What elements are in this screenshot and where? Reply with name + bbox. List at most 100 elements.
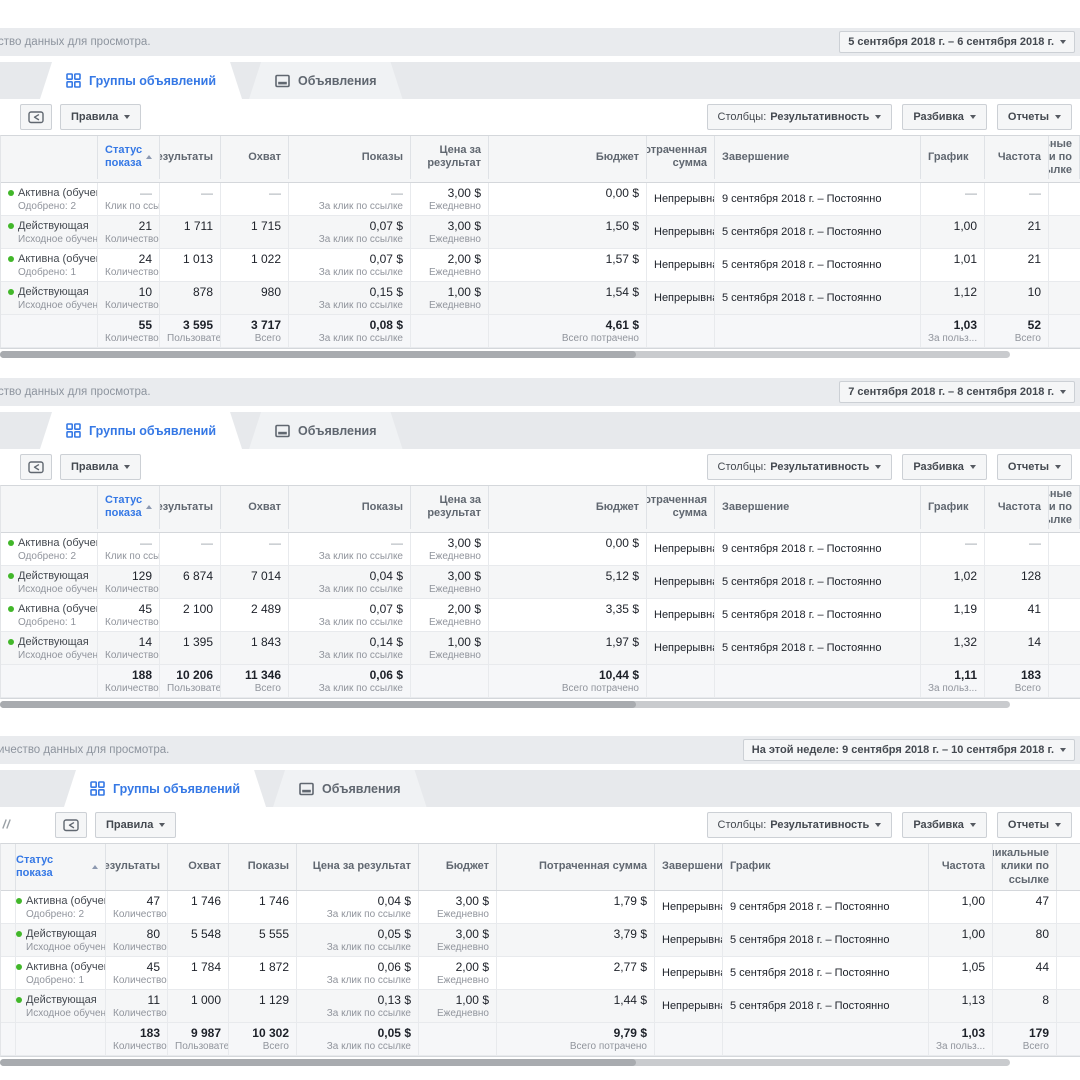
table-header-row: Статус показа Результаты Охват Показы Це… — [1, 136, 1080, 183]
column-header-amount-spent[interactable]: Потраченная сумма — [647, 136, 715, 179]
table-row[interactable]: Активна (обучение) i Одобрено: 2 —Клик п… — [1, 183, 1080, 216]
columns-button[interactable]: Столбцы: Результативность — [706, 812, 893, 838]
column-header-budget[interactable]: Бюджет — [489, 486, 647, 529]
column-header-unique-link-clicks[interactable]: Уникальные клики по ссылке — [1049, 486, 1080, 529]
tab-ad-sets[interactable]: Группы объявлений — [40, 62, 242, 99]
column-header-unique-link-clicks[interactable]: Уникальные клики по ссылке — [993, 844, 1057, 890]
date-range-button[interactable]: 5 сентября 2018 г. – 6 сентября 2018 г. — [839, 31, 1075, 53]
tab-ad-sets[interactable]: Группы объявлений — [64, 770, 266, 807]
column-header-budget[interactable]: Бюджет — [489, 136, 647, 179]
column-header-cost-per-result[interactable]: Цена за результат — [411, 486, 489, 529]
column-header-ends[interactable]: Завершение — [655, 844, 723, 890]
table-row[interactable]: Активна (обучение) i Одобрено: 1 24Колич… — [1, 249, 1080, 282]
rules-button[interactable]: Правила — [95, 812, 177, 838]
scrollbar-thumb[interactable] — [0, 701, 637, 708]
column-header-reach[interactable]: Охват — [221, 136, 289, 179]
cost-per-result-cell: 0,06 $ За клик по ссылке — [289, 665, 411, 697]
tab-ads[interactable]: Объявления — [249, 412, 402, 449]
reach-cell: 1 395 — [160, 632, 221, 664]
column-header-frequency[interactable]: Частота — [985, 486, 1049, 529]
table-row[interactable]: Действующая i Исходное обучение завер 80… — [1, 924, 1080, 957]
column-header-budget[interactable]: Бюджет — [419, 844, 497, 890]
table-row[interactable]: Действующая i Исходное обучение завер 14… — [1, 632, 1080, 665]
column-header-frequency[interactable]: Частота — [985, 136, 1049, 179]
frequency-cell: 1,32 — [921, 632, 985, 664]
unique-link-clicks-cell: — — [985, 183, 1049, 215]
scrollbar-thumb[interactable] — [0, 351, 637, 358]
filler-cell — [1049, 665, 1080, 697]
breakdown-button[interactable]: Разбивка — [902, 104, 987, 130]
select-cell[interactable] — [1, 924, 16, 956]
table-row[interactable]: Действующая i Исходное обучение завер 10… — [1, 282, 1080, 315]
columns-prefix: Столбцы: — [717, 819, 767, 831]
column-header-results[interactable]: Результаты — [160, 486, 221, 529]
column-header-cost-per-result[interactable]: Цена за результат — [411, 136, 489, 179]
quick-edit-button[interactable] — [20, 104, 52, 130]
column-header-reach[interactable]: Охват — [168, 844, 229, 890]
status-sub-label: Исходное обучение завер — [18, 300, 98, 311]
status-sub-label: Исходное обучение завер — [18, 584, 98, 595]
column-header-frequency[interactable]: Частота — [929, 844, 993, 890]
column-header-amount-spent[interactable]: Потраченная сумма — [647, 486, 715, 529]
select-cell[interactable] — [1, 1023, 16, 1055]
cost-per-result-cell: 0,07 $ За клик по ссылке — [289, 249, 411, 281]
columns-button[interactable]: Столбцы: Результативность — [706, 104, 893, 130]
tab-ads[interactable]: Объявления — [273, 770, 426, 807]
date-range-button[interactable]: 7 сентября 2018 г. – 8 сентября 2018 г. — [839, 381, 1075, 403]
column-header-unique-link-clicks[interactable]: Уникальные клики по ссылке — [1049, 136, 1080, 179]
scrollbar-thumb[interactable] — [0, 1059, 637, 1066]
rules-button[interactable]: Правила — [60, 454, 142, 480]
date-range-button[interactable]: На этой неделе: 9 сентября 2018 г. – 10 … — [742, 739, 1075, 761]
info-bar: ство данных для просмотра. 5 сентября 20… — [0, 28, 1080, 56]
column-header-impressions[interactable]: Показы — [289, 136, 411, 179]
status-cell: i — [1, 665, 98, 697]
table-row[interactable]: Действующая i Исходное обучение завер 12… — [1, 566, 1080, 599]
rules-button[interactable]: Правила — [60, 104, 142, 130]
column-header-cost-per-result[interactable]: Цена за результат — [297, 844, 419, 890]
column-header-amount-spent[interactable]: Потраченная сумма — [497, 844, 655, 890]
table-row[interactable]: Активна (обучение) i Одобрено: 1 45Колич… — [1, 957, 1080, 990]
table-row[interactable]: Активна (обучение) i Одобрено: 2 47Колич… — [1, 891, 1080, 924]
unique-link-clicks-cell: 128 — [985, 566, 1049, 598]
reports-button[interactable]: Отчеты — [996, 454, 1072, 480]
quick-edit-button[interactable] — [55, 812, 87, 838]
tab-ads-label: Объявления — [298, 73, 377, 88]
select-cell[interactable] — [1, 990, 16, 1022]
table-row[interactable]: Активна (обучение) i Одобрено: 2 —Клик п… — [1, 533, 1080, 566]
column-header-status[interactable]: Статус показа — [9, 844, 106, 890]
unique-link-clicks-cell: 8 — [993, 990, 1057, 1022]
column-header-ends[interactable]: Завершение — [715, 136, 921, 179]
column-header-results[interactable]: Результаты — [106, 844, 168, 890]
breakdown-button[interactable]: Разбивка — [902, 454, 987, 480]
column-header-schedule[interactable]: График — [921, 486, 985, 529]
column-header-impressions[interactable]: Показы — [289, 486, 411, 529]
reports-button[interactable]: Отчеты — [996, 104, 1072, 130]
column-header-schedule[interactable]: График — [723, 844, 929, 890]
column-header-results[interactable]: Результаты — [160, 136, 221, 179]
tab-ad-sets[interactable]: Группы объявлений — [40, 412, 242, 449]
table-row[interactable]: Действующая i Исходное обучение завер 21… — [1, 216, 1080, 249]
breakdown-button[interactable]: Разбивка — [902, 812, 987, 838]
reports-button[interactable]: Отчеты — [996, 812, 1072, 838]
select-cell[interactable] — [1, 891, 16, 923]
info-bar: ство данных для просмотра. 7 сентября 20… — [0, 378, 1080, 406]
breakdown-label: Разбивка — [913, 461, 964, 473]
column-header-status[interactable]: Статус показа — [98, 136, 160, 179]
column-header-schedule[interactable]: График — [921, 136, 985, 179]
column-header-reach[interactable]: Охват — [221, 486, 289, 529]
tab-ads[interactable]: Объявления — [249, 62, 402, 99]
columns-button[interactable]: Столбцы: Результативность — [706, 454, 893, 480]
status-sub-label: Одобрено: 2 — [18, 201, 77, 212]
column-header-ends[interactable]: Завершение — [715, 486, 921, 529]
select-cell[interactable] — [1, 957, 16, 989]
column-header-status[interactable]: Статус показа — [98, 486, 160, 529]
column-header-impressions[interactable]: Показы — [229, 844, 297, 890]
table-row[interactable]: Активна (обучение) i Одобрено: 1 45Колич… — [1, 599, 1080, 632]
status-dot-icon — [8, 606, 14, 612]
table-row[interactable]: Действующая i Исходное обучение завер 11… — [1, 990, 1080, 1023]
quick-edit-button[interactable] — [20, 454, 52, 480]
clipped-icon[interactable] — [1, 817, 13, 833]
